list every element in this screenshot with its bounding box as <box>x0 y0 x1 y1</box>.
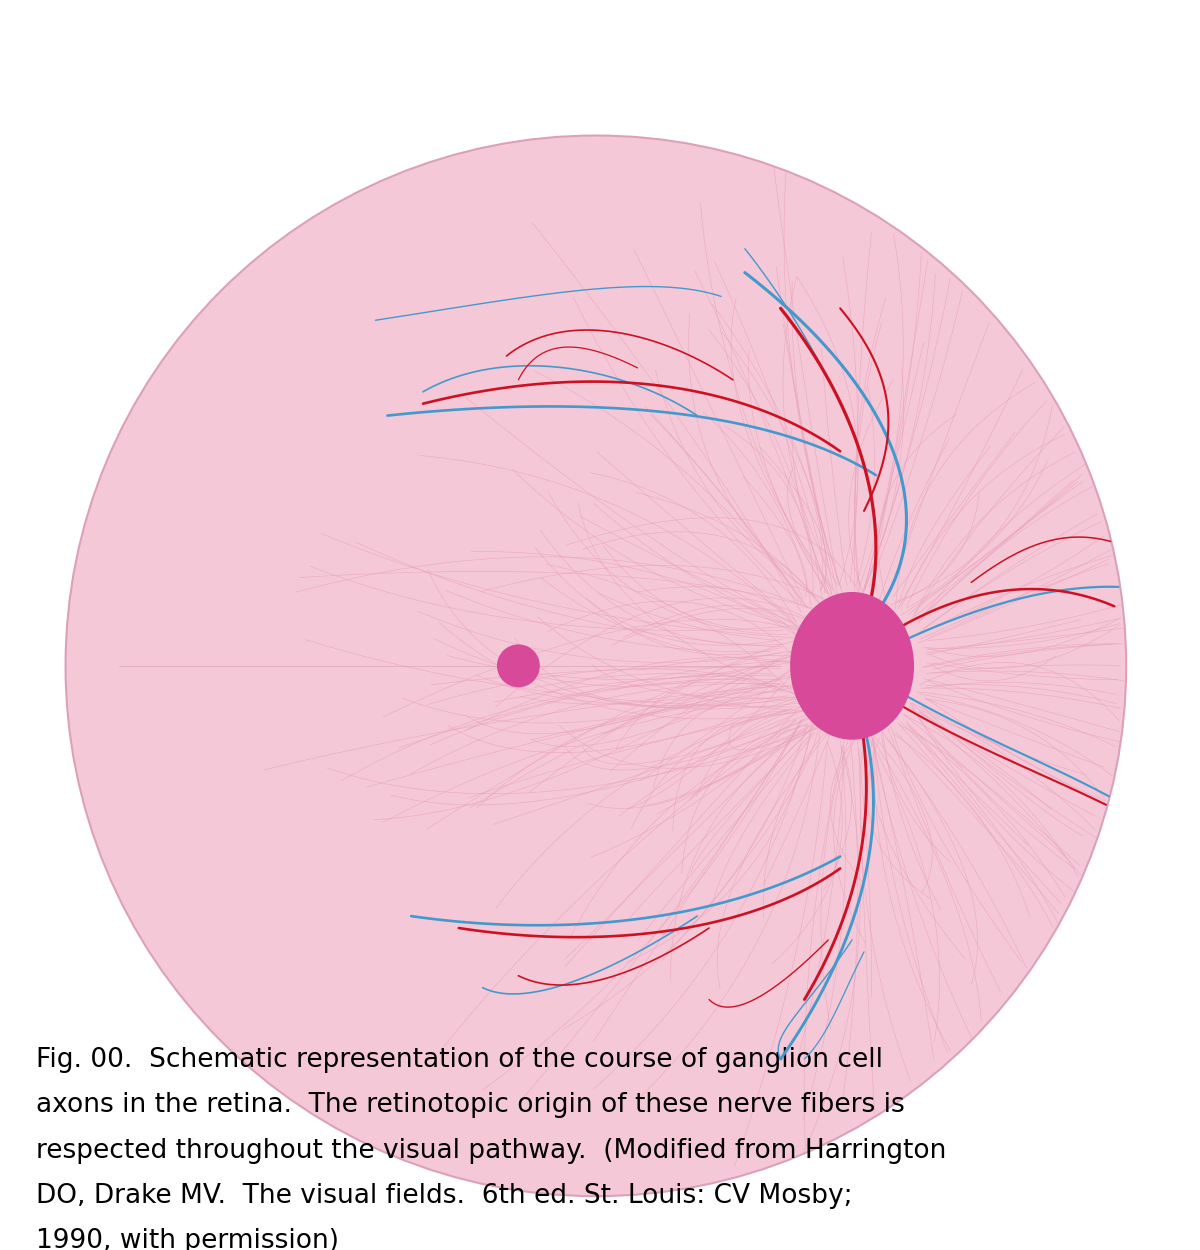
Circle shape <box>497 645 540 688</box>
Text: axons in the retina.  The retinotopic origin of these nerve fibers is: axons in the retina. The retinotopic ori… <box>36 1092 905 1119</box>
Text: Fig. 00.  Schematic representation of the course of ganglion cell: Fig. 00. Schematic representation of the… <box>36 1048 883 1074</box>
Ellipse shape <box>66 135 1126 1196</box>
Ellipse shape <box>790 592 914 740</box>
Text: respected throughout the visual pathway.  (Modified from Harrington: respected throughout the visual pathway.… <box>36 1138 946 1164</box>
Text: 1990, with permission): 1990, with permission) <box>36 1229 338 1250</box>
Text: DO, Drake MV.  The visual fields.  6th ed. St. Louis: CV Mosby;: DO, Drake MV. The visual fields. 6th ed.… <box>36 1182 852 1209</box>
